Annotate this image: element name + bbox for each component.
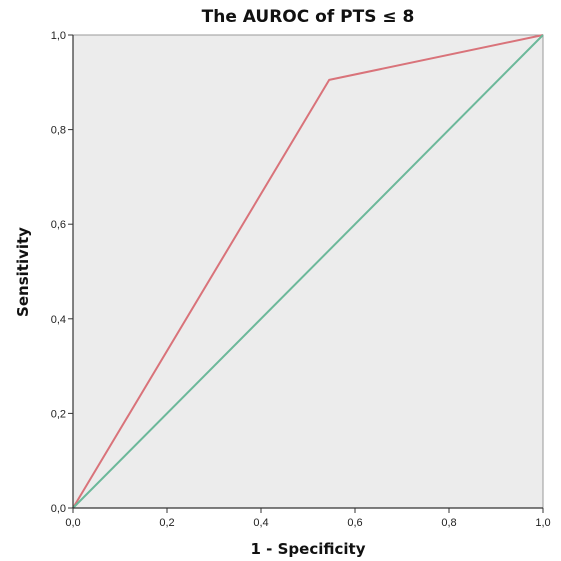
y-tick-label: 0,0 <box>51 503 66 515</box>
x-tick-label: 0,4 <box>253 517 268 529</box>
series-line-1 <box>72 34 544 509</box>
x-tick-label: 0,0 <box>65 517 80 529</box>
x-tick-label: 0,6 <box>347 517 362 529</box>
y-tick-label: 0,4 <box>51 314 66 326</box>
x-tick-label: 0,2 <box>159 517 174 529</box>
y-tick-label: 0,6 <box>51 219 66 231</box>
y-tick-label: 0,8 <box>51 125 66 137</box>
x-axis-title: 1 - Specificity <box>251 540 366 558</box>
y-tick-label: 0,2 <box>51 408 66 420</box>
y-tick-label: 1,0 <box>51 30 66 42</box>
x-tick-label: 0,8 <box>441 517 456 529</box>
axes-layer: 0,0 0,2 0,4 0,6 0,8 1,0 0,0 0,2 0,4 0,6 0,8 1,0 <box>51 30 551 529</box>
x-tick-label: 1,0 <box>535 517 550 529</box>
series-layer <box>72 34 544 509</box>
series-line-0 <box>72 34 544 509</box>
chart-title: The AUROC of PTS ≤ 8 <box>202 7 415 27</box>
y-axis-title: Sensitivity <box>14 227 32 317</box>
